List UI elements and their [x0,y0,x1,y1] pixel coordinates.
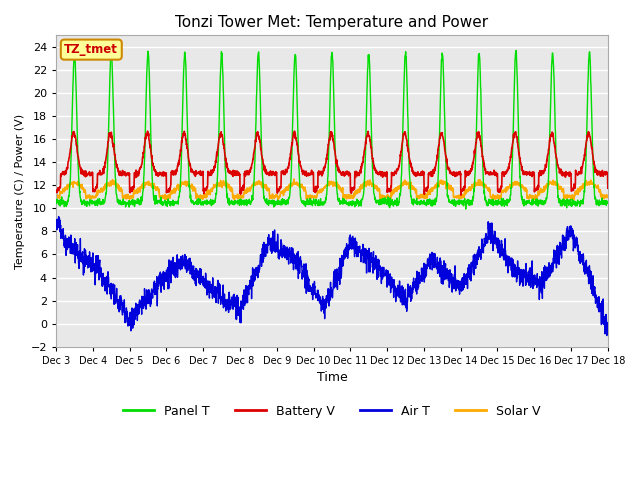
Title: Tonzi Tower Met: Temperature and Power: Tonzi Tower Met: Temperature and Power [175,15,488,30]
Y-axis label: Temperature (C) / Power (V): Temperature (C) / Power (V) [15,113,25,269]
Legend: Panel T, Battery V, Air T, Solar V: Panel T, Battery V, Air T, Solar V [118,400,546,423]
X-axis label: Time: Time [317,372,348,384]
Text: TZ_tmet: TZ_tmet [65,43,118,56]
